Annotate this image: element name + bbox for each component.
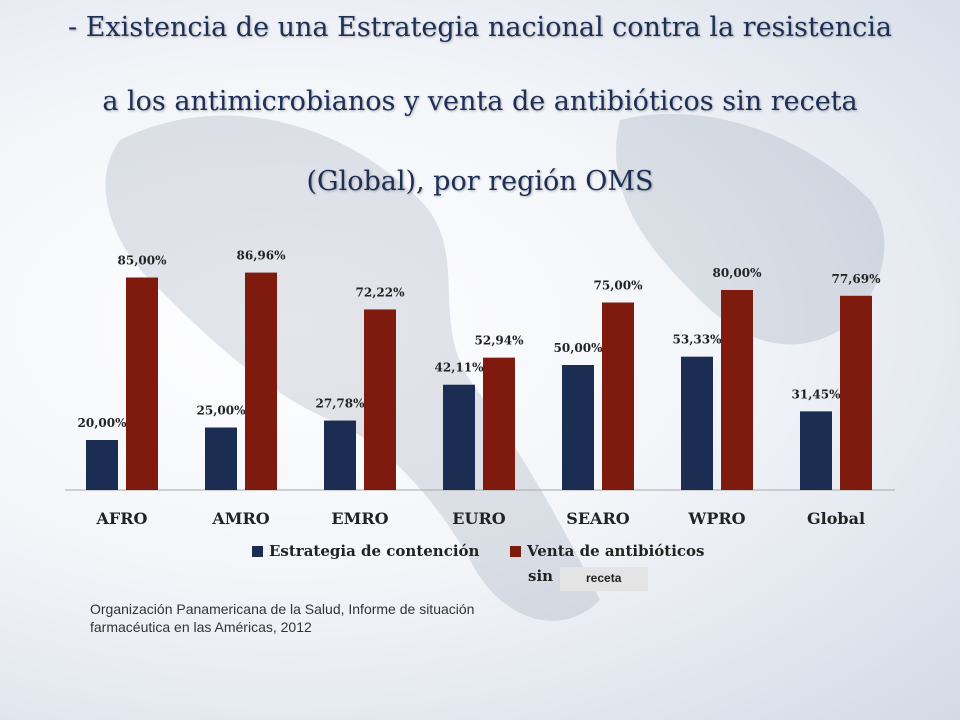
- bar-global-series2: [840, 295, 872, 490]
- bar-emro-series1: [324, 420, 356, 490]
- legend-label-series2: Venta de antibióticos: [527, 542, 705, 560]
- bar-searo-series2: [602, 302, 634, 490]
- bar-euro-series2: [483, 357, 515, 490]
- bar-emro-series2: [364, 309, 396, 490]
- legend-swatch-series2: [510, 546, 521, 557]
- bar-afro-series2: [126, 277, 158, 490]
- data-label-amro-series1: 25,00%: [197, 404, 247, 418]
- data-label-searo-series1: 50,00%: [554, 341, 604, 355]
- title-line-1: - Existencia de una Estrategia nacional …: [68, 12, 892, 43]
- x-tick-label-searo: SEARO: [566, 509, 629, 528]
- x-tick-label-euro: EURO: [452, 509, 505, 528]
- legend-sin-label: sin: [528, 567, 554, 585]
- bar-wpro-series1: [681, 356, 713, 490]
- bar-euro-series1: [443, 384, 475, 490]
- x-tick-label-global: Global: [807, 509, 865, 528]
- source-citation: Organización Panamericana de la Salud, I…: [90, 600, 560, 636]
- title-line-3: (Global), por región OMS: [306, 166, 654, 197]
- data-label-emro-series2: 72,22%: [356, 285, 406, 299]
- bar-afro-series1: [86, 440, 118, 490]
- source-line-1: Organización Panamericana de la Salud, I…: [90, 601, 475, 617]
- x-tick-label-afro: AFRO: [95, 509, 147, 528]
- source-line-2: farmacéutica en las Américas, 2012: [90, 619, 312, 635]
- data-label-wpro-series1: 53,33%: [673, 333, 723, 347]
- x-tick-label-amro: AMRO: [211, 509, 269, 528]
- data-label-emro-series1: 27,78%: [316, 397, 366, 411]
- x-tick-label-emro: EMRO: [331, 509, 388, 528]
- bar-global-series1: [800, 411, 832, 490]
- legend-swatch-series1: [252, 546, 263, 557]
- data-label-global-series2: 77,69%: [832, 272, 882, 286]
- legend-item-series1: Estrategia de contención: [252, 542, 479, 560]
- data-label-global-series1: 31,45%: [792, 387, 842, 401]
- data-label-afro-series2: 85,00%: [118, 254, 168, 268]
- x-tick-label-wpro: WPRO: [687, 509, 745, 528]
- legend-item-series2: Venta de antibióticos: [510, 542, 705, 560]
- bar-amro-series1: [205, 427, 237, 490]
- data-label-euro-series2: 52,94%: [475, 334, 525, 348]
- legend-receta-box: receta: [560, 567, 648, 591]
- data-label-afro-series1: 20,00%: [78, 416, 128, 430]
- title-line-2: a los antimicrobianos y venta de antibió…: [102, 86, 858, 117]
- bars-group: 20,00% 85,00% AFRO 25,00% 86,96% AMRO 27,78% 72…: [78, 249, 882, 528]
- bar-wpro-series2: [721, 290, 753, 490]
- data-label-wpro-series2: 80,00%: [713, 266, 763, 280]
- data-label-amro-series2: 86,96%: [237, 249, 287, 263]
- bar-amro-series2: [245, 272, 277, 490]
- bar-searo-series1: [562, 365, 594, 490]
- legend-label-series1: Estrategia de contención: [269, 542, 480, 560]
- data-label-searo-series2: 75,00%: [594, 279, 644, 293]
- data-label-euro-series1: 42,11%: [435, 361, 485, 375]
